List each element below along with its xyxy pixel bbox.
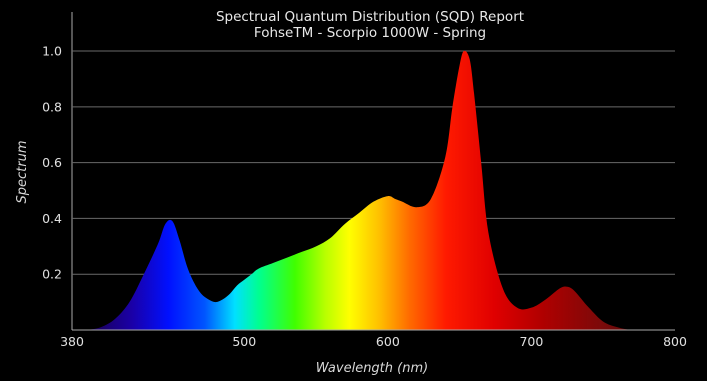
spectrum-area [86,50,647,330]
x-axis-ticks: 380 500 600 700 800 [60,334,687,349]
y-tick-label: 0.2 [42,267,62,282]
y-tick-label: 0.8 [42,99,62,114]
chart-title: Spectrual Quantum Distribution (SQD) Rep… [216,9,524,25]
x-axis-label: Wavelength (nm) [316,361,428,376]
x-tick-label: 500 [232,334,256,349]
y-axis-ticks: 0.2 0.4 0.6 0.8 1.0 [42,44,62,282]
y-axis-label: Spectrum [15,141,30,204]
x-tick-label: 800 [663,334,687,349]
x-tick-label: 600 [376,334,400,349]
x-tick-label: 700 [519,334,543,349]
x-tick-label: 380 [60,334,84,349]
y-tick-label: 0.4 [42,211,62,226]
chart-subtitle: FohseTM - Scorpio 1000W - Spring [254,25,486,41]
y-tick-label: 0.6 [42,155,62,170]
y-tick-label: 1.0 [42,44,62,59]
